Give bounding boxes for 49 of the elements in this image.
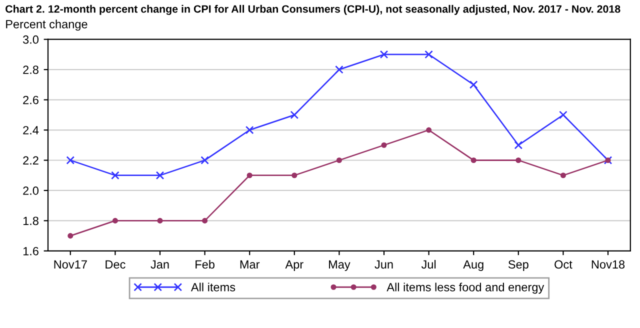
y-tick-label: 2.2 xyxy=(23,156,38,165)
x-tick-label: Nov17 xyxy=(54,260,87,269)
y-tick-label: 2.4 xyxy=(23,126,39,134)
legend-label: All items less food and energy xyxy=(386,282,544,294)
x-tick-label: Dec xyxy=(106,260,126,269)
x-tick-label: Apr xyxy=(285,260,304,271)
point xyxy=(335,65,344,74)
y-tick-label: 2.8 xyxy=(23,66,38,74)
x-tick-label: Jul xyxy=(421,260,436,269)
x-tick-label: Feb xyxy=(196,260,214,269)
point xyxy=(469,80,478,89)
legend-label: All items xyxy=(190,282,236,292)
point xyxy=(202,218,208,224)
point xyxy=(470,157,476,164)
point xyxy=(292,172,298,178)
y-tick-label: 2.6 xyxy=(23,96,38,104)
y-axis-title: Percent change xyxy=(6,20,88,31)
point xyxy=(560,172,566,178)
chart-title: Chart 2. 12-month percent change in CPI for All Urban Consumers (CPI-U), not seasonally adjusted, Nov. 2017 - Nov. 2018 xyxy=(6,4,620,15)
x-tick-label: Jun xyxy=(374,260,393,269)
point xyxy=(156,171,164,180)
point xyxy=(157,218,163,224)
point xyxy=(290,110,299,120)
y-tick-label: 1.8 xyxy=(23,216,38,226)
x-tick-label: Mar xyxy=(240,260,260,269)
point xyxy=(112,218,118,224)
point xyxy=(426,127,432,133)
y-tick-label: 1.6 xyxy=(23,246,38,256)
x-tick-label: May xyxy=(329,260,350,271)
point xyxy=(68,233,74,239)
x-tick-label: Nov18 xyxy=(592,260,625,269)
point xyxy=(516,157,522,164)
point xyxy=(200,156,209,164)
point xyxy=(424,50,433,59)
point xyxy=(381,142,387,148)
point xyxy=(514,140,523,150)
point xyxy=(380,50,388,59)
point xyxy=(246,172,252,178)
point xyxy=(559,110,568,120)
point xyxy=(111,171,120,180)
y-tick-label: 2.0 xyxy=(23,186,39,195)
point xyxy=(336,157,342,164)
x-tick-label: Oct xyxy=(554,260,572,269)
point xyxy=(66,156,75,164)
point xyxy=(245,126,254,134)
y-tick-label: 3.0 xyxy=(23,35,39,44)
x-tick-label: Aug xyxy=(463,260,484,271)
x-tick-label: Jan xyxy=(150,260,169,269)
x-tick-label: Sep xyxy=(508,260,528,271)
